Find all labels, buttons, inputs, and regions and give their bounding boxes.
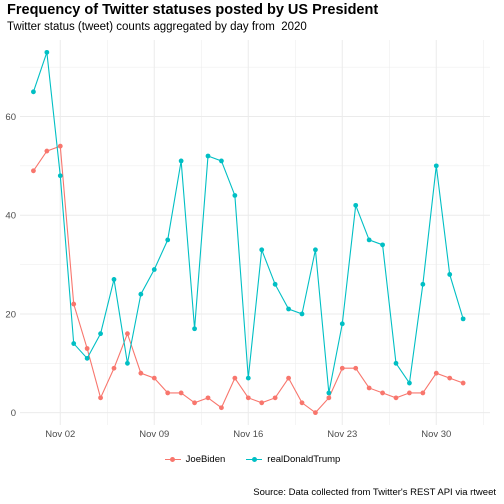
data-point-realdonaldtrump xyxy=(272,281,278,287)
y-tick-label: 60 xyxy=(5,112,16,123)
data-point-realdonaldtrump xyxy=(111,276,117,282)
y-tick-label: 20 xyxy=(5,309,16,320)
data-point-realdonaldtrump xyxy=(192,326,197,332)
data-point-joebiden xyxy=(447,375,453,381)
chart-caption: Source: Data collected from Twitter's RE… xyxy=(253,487,496,498)
data-point-joebiden xyxy=(44,148,50,154)
x-tick-label: Nov 02 xyxy=(45,429,75,440)
y-tick-label: 0 xyxy=(11,408,16,419)
data-point-realdonaldtrump xyxy=(98,331,103,337)
data-point-realdonaldtrump xyxy=(407,380,412,386)
data-point-joebiden xyxy=(380,390,385,396)
data-point-realdonaldtrump xyxy=(31,89,36,95)
data-point-realdonaldtrump xyxy=(353,202,359,208)
data-point-joebiden xyxy=(353,365,359,371)
data-point-joebiden xyxy=(138,370,144,376)
data-point-joebiden xyxy=(460,380,466,386)
data-point-realdonaldtrump xyxy=(71,341,77,346)
data-point-realdonaldtrump xyxy=(299,311,305,317)
data-point-realdonaldtrump xyxy=(433,163,439,169)
legend-item-realdonaldtrump: realDonaldTrump xyxy=(245,454,340,465)
data-point-joebiden xyxy=(178,390,184,396)
data-point-joebiden xyxy=(272,395,278,401)
data-point-realdonaldtrump xyxy=(245,375,251,381)
data-point-joebiden xyxy=(366,385,372,391)
data-point-realdonaldtrump xyxy=(219,158,224,164)
data-point-joebiden xyxy=(192,400,197,406)
data-point-realdonaldtrump xyxy=(44,49,50,55)
data-point-joebiden xyxy=(151,375,157,381)
data-point-realdonaldtrump xyxy=(313,247,318,253)
data-point-joebiden xyxy=(98,395,103,401)
legend-item-joebiden: JoeBiden xyxy=(164,454,226,465)
data-point-joebiden xyxy=(232,375,238,381)
legend-label-realdonaldtrump: realDonaldTrump xyxy=(267,454,341,465)
data-point-joebiden xyxy=(299,400,305,406)
data-point-realdonaldtrump xyxy=(259,247,265,253)
x-tick-label: Nov 23 xyxy=(327,429,357,440)
data-point-realdonaldtrump xyxy=(232,193,238,198)
chart-title: Frequency of Twitter statuses posted by … xyxy=(7,2,379,18)
data-point-joebiden xyxy=(326,395,332,401)
data-point-realdonaldtrump xyxy=(138,291,144,297)
data-point-joebiden xyxy=(259,400,265,406)
data-point-joebiden xyxy=(31,168,36,174)
data-point-realdonaldtrump xyxy=(84,355,90,361)
data-point-realdonaldtrump xyxy=(286,306,291,312)
data-point-joebiden xyxy=(71,301,77,307)
data-point-realdonaldtrump xyxy=(57,173,63,179)
data-point-joebiden xyxy=(84,346,90,351)
data-point-realdonaldtrump xyxy=(447,272,453,277)
y-tick-label: 40 xyxy=(5,211,16,222)
data-point-realdonaldtrump xyxy=(339,321,345,327)
x-tick-label: Nov 16 xyxy=(233,429,263,440)
data-point-joebiden xyxy=(111,365,117,371)
data-point-joebiden xyxy=(339,365,345,371)
data-point-joebiden xyxy=(125,331,130,337)
x-tick-label: Nov 09 xyxy=(139,429,169,440)
data-point-realdonaldtrump xyxy=(165,237,171,243)
data-point-realdonaldtrump xyxy=(125,360,130,366)
data-point-joebiden xyxy=(393,395,399,401)
data-point-realdonaldtrump xyxy=(420,281,426,287)
data-point-joebiden xyxy=(407,390,412,396)
data-point-realdonaldtrump xyxy=(178,158,184,164)
data-point-realdonaldtrump xyxy=(380,242,385,248)
legend: JoeBiden realDonaldTrump xyxy=(0,454,504,465)
legend-key-joebiden xyxy=(164,455,182,465)
data-point-realdonaldtrump xyxy=(366,237,372,243)
data-point-joebiden xyxy=(165,390,171,396)
data-point-realdonaldtrump xyxy=(393,360,399,366)
data-point-joebiden xyxy=(219,405,224,411)
data-point-joebiden xyxy=(433,370,439,376)
data-point-realdonaldtrump xyxy=(460,316,466,322)
legend-key-realdonaldtrump xyxy=(245,455,263,465)
data-point-joebiden xyxy=(313,410,318,416)
data-point-realdonaldtrump xyxy=(205,153,211,159)
data-point-joebiden xyxy=(205,395,211,401)
data-point-joebiden xyxy=(245,395,251,401)
data-point-realdonaldtrump xyxy=(326,390,332,396)
line-chart: 0 20 40 60 Nov 02 Nov 09 Nov 16 Nov 23 Nov 30 xyxy=(5,40,490,440)
data-point-joebiden xyxy=(57,143,63,149)
chart-subtitle: Twitter status (tweet) counts aggregated… xyxy=(7,21,307,33)
data-point-joebiden xyxy=(420,390,426,396)
x-tick-label: Nov 30 xyxy=(421,429,451,440)
data-point-joebiden xyxy=(286,375,291,381)
data-point-realdonaldtrump xyxy=(151,267,157,272)
legend-label-joebiden: JoeBiden xyxy=(185,454,226,465)
